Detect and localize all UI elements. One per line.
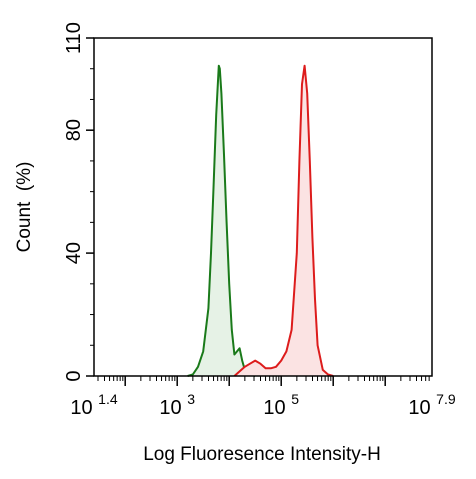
x-axis-ticks: 10 1.4 10 3 10 5 10 7.9 <box>70 376 456 419</box>
x-axis-label: Log Fluoresence Intensity-H <box>143 444 381 465</box>
y-tick-label: 40 <box>63 242 85 264</box>
x-tick-label: 10 3 <box>159 391 195 419</box>
y-tick-label: 80 <box>63 119 85 141</box>
series-1-area <box>187 65 256 376</box>
y-axis-label: Count (%) <box>14 162 35 253</box>
x-tick-label: 10 5 <box>263 391 299 419</box>
x-tick-label: 10 1.4 <box>70 391 117 419</box>
series-2-line <box>233 64 334 377</box>
y-tick-label: 110 <box>63 22 85 54</box>
y-axis-ticks: 0 40 80 110 <box>63 22 94 382</box>
plot-frame <box>93 37 433 377</box>
x-tick-label: 10 7.9 <box>408 391 455 419</box>
plot-areas <box>187 64 334 377</box>
series-1-line <box>187 64 256 377</box>
y-tick-label: 0 <box>63 370 85 381</box>
series-2-area <box>234 65 334 376</box>
